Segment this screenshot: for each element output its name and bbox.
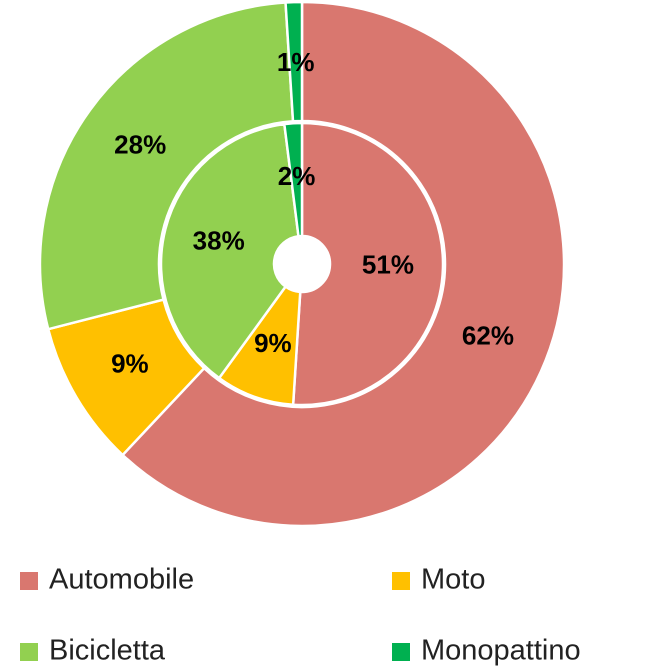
data-label: 1% [277, 47, 315, 77]
legend-label: Moto [421, 564, 485, 596]
data-label: 2% [278, 161, 316, 191]
data-label: 9% [111, 349, 149, 379]
donut-segment [159, 122, 300, 380]
legend-swatch [392, 572, 410, 590]
donut-segment [282, 121, 304, 238]
legend-swatch [392, 643, 410, 661]
data-label: 9% [254, 328, 292, 358]
legend-label: Bicicletta [49, 635, 166, 667]
donut-segment [284, 0, 304, 123]
donut-segment [217, 284, 302, 407]
donut-segment [291, 121, 445, 407]
donut-segment [120, 0, 566, 528]
legend-label: Automobile [49, 564, 194, 596]
legend-swatch [20, 572, 38, 590]
data-label: 28% [114, 129, 166, 159]
donut-segment [38, 1, 295, 331]
data-label: 38% [193, 225, 245, 255]
data-label: 51% [362, 250, 414, 280]
legend-swatch [20, 643, 38, 661]
data-label: 62% [462, 320, 514, 350]
legend-label: Monopattino [421, 635, 581, 667]
